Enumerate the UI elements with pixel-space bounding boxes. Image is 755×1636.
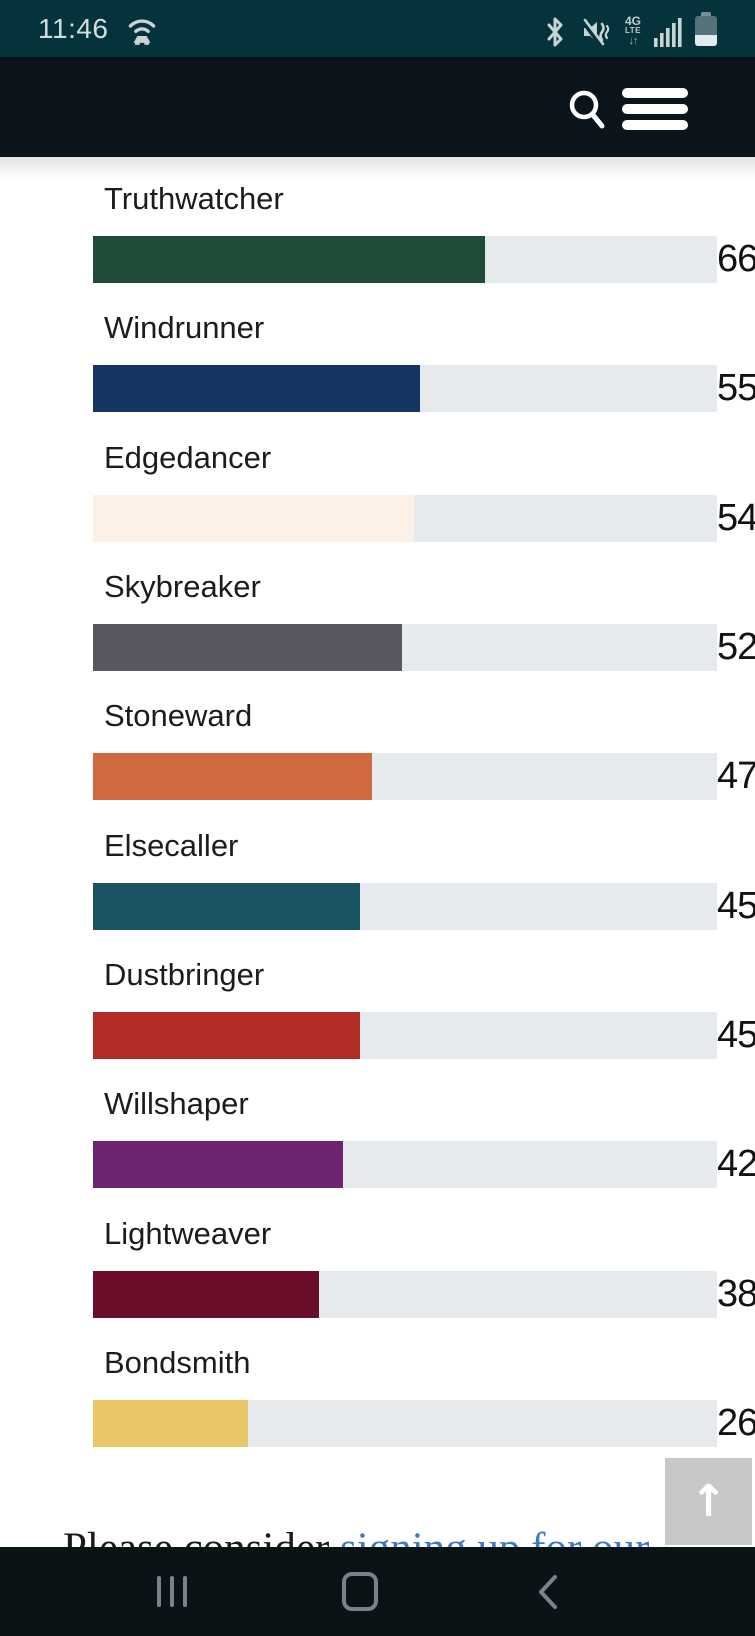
bar-fill [93,1012,360,1059]
bar-value: 66 [717,238,755,280]
bar-label: Bondsmith [104,1345,251,1380]
bar-track [93,753,717,800]
bar-value: 52 [717,626,755,668]
bar-label: Willshaper [104,1086,249,1121]
bar-label: Windrunner [104,310,265,345]
bar-track [93,1400,717,1447]
poll-results-chart: Truthwatcher 66 Windrunner 55 Edgedancer 54 Sk… [93,181,755,1447]
home-button[interactable] [330,1547,390,1636]
hamburger-menu-icon[interactable] [622,88,688,130]
bar-track [93,624,717,671]
scroll-to-top-button[interactable]: ↑ [665,1458,752,1545]
bar-track [93,236,717,283]
bar-fill [93,365,420,412]
bar-value: 26 [717,1402,755,1444]
recents-icon [157,1576,187,1607]
bar-fill [93,236,485,283]
bar-label: Edgedancer [104,440,272,475]
bar-label: Truthwatcher [104,181,284,216]
bar-track [93,495,717,542]
bar-fill [93,753,372,800]
bar-fill [93,495,414,542]
status-bar-right: 4G LTE ↓↑ [543,10,717,48]
bar-value: 38 [717,1273,755,1315]
bar-fill [93,1271,319,1318]
bar-value: 42 [717,1143,755,1185]
app-header [0,57,755,157]
battery-icon [695,11,717,46]
back-icon [539,1574,557,1609]
bar-label: Elsecaller [104,828,239,863]
bar-label: Skybreaker [104,569,261,604]
bar-value: 55 [717,367,755,409]
bar-label: Dustbringer [104,957,265,992]
bar-track [93,883,717,930]
bar-label: Stoneward [104,698,253,733]
recents-button[interactable] [142,1547,202,1636]
search-icon[interactable] [566,87,610,131]
bar-value: 45 [717,1014,755,1056]
bluetooth-icon [547,17,563,46]
back-button[interactable] [518,1547,578,1636]
signal-strength-icon [654,17,682,47]
bar-fill [93,1141,343,1188]
bar-track [93,365,717,412]
bar-label: Lightweaver [104,1216,272,1251]
android-nav-bar [0,1547,755,1636]
mute-vibrate-icon [580,18,610,46]
bar-fill [93,624,402,671]
wifi-calling-icon [128,18,155,45]
bar-value: 45 [717,885,755,927]
bar-track [93,1012,717,1059]
header-shadow [0,157,755,181]
up-arrow-icon: ↑ [690,1475,727,1527]
bar-track [93,1271,717,1318]
status-bar-left: 11:46 [38,12,161,46]
bar-value: 47 [717,755,755,797]
bar-fill [93,883,360,930]
status-bar: 11:46 4G LTE ↓↑ [0,0,755,57]
clock: 11:46 [38,12,109,44]
lte-data-icon: 4G LTE ↓↑ [624,13,641,47]
bar-value: 54 [717,497,755,539]
bar-track [93,1141,717,1188]
home-icon [342,1572,378,1611]
bar-fill [93,1400,248,1447]
